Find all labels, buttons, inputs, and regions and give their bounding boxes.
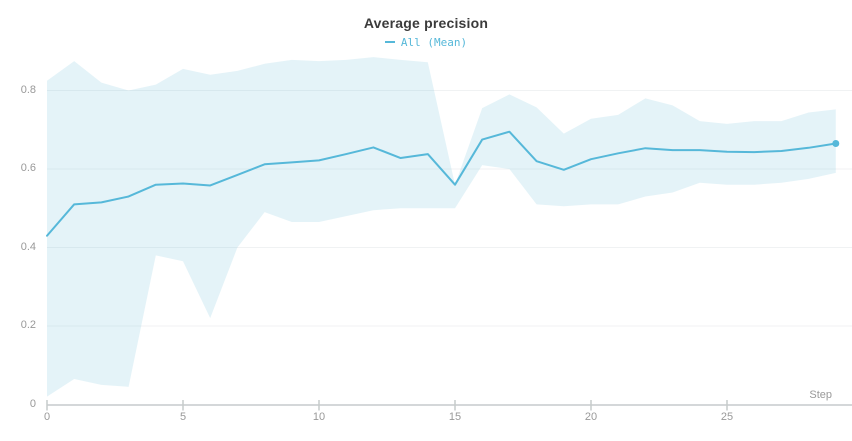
y-tick-label: 0.2 [20,319,36,331]
x-tick-label: 5 [179,411,187,423]
x-tick-label: 20 [584,411,598,423]
x-tick-label: 15 [448,411,462,423]
y-tick-label: 0.6 [20,162,36,174]
chart-title: Average precision [363,15,489,31]
confidence-band [47,57,836,397]
x-axis-title: Step [809,389,832,401]
x-tick-label: 10 [312,411,326,423]
legend[interactable]: All (Mean) [0,36,852,49]
y-tick-label: 0.4 [20,240,36,253]
mean-line [46,130,837,237]
y-tick-label: 0.8 [20,83,36,96]
legend-line-marker-icon [384,41,395,43]
last-point-marker [832,139,840,147]
x-tick-label: 0 [43,411,51,423]
legend-label: All (Mean) [400,36,468,49]
x-tick-label: 25 [720,411,734,423]
y-tick-label: 0 [29,397,36,410]
